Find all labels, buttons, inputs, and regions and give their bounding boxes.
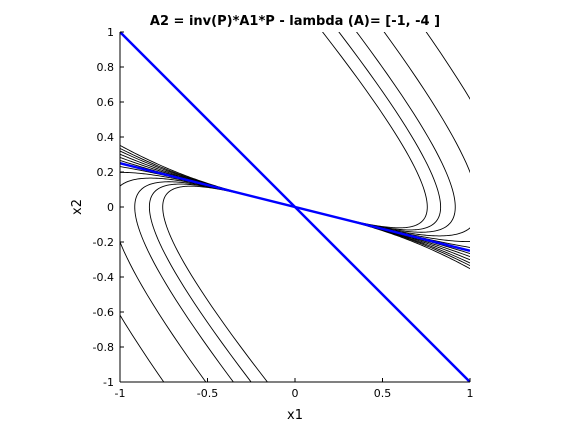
- trajectory-curve-3: [120, 153, 289, 206]
- trajectory-curve-5: [120, 160, 289, 206]
- y-tick-label: -0.4: [93, 271, 114, 284]
- chart-title: A2 = inv(P)*A1*P - lambda (A)= [-1, -4 ]: [150, 14, 440, 29]
- y-tick-label: 0.6: [97, 96, 115, 109]
- y-axis-label: x2: [70, 199, 85, 215]
- x-tick-label: -0.5: [197, 387, 218, 400]
- trajectory-curve-12: [301, 32, 428, 229]
- y-tick-label: -0.8: [93, 341, 114, 354]
- x-axis-label: x1: [287, 408, 303, 423]
- x-tick-label: 0.5: [374, 387, 392, 400]
- eigenvector-line-2: [120, 162, 470, 252]
- x-tick-label: 0: [292, 387, 299, 400]
- y-tick-label: -0.6: [93, 306, 114, 319]
- trajectory-curve-1: [120, 147, 289, 206]
- eigenvector-lines: [120, 32, 470, 382]
- y-tick-label: 1: [107, 26, 114, 39]
- trajectory-curve-4: [120, 156, 289, 206]
- trajectory-curve-9: [134, 181, 289, 382]
- y-tick-label: 0.8: [97, 61, 115, 74]
- trajectory-curve-15: [301, 32, 470, 237]
- trajectory-curve-0: [120, 144, 289, 206]
- x-tick-label: -1: [115, 387, 126, 400]
- axes: -1 -0.5 0 0.5 1 -1 -0.8 -0.6 -0.4 -0.2 0 0.2 0.4 0.6 0…: [93, 26, 474, 400]
- y-tick-label: 0: [107, 201, 114, 214]
- y-tick-label: -1: [103, 376, 114, 389]
- trajectory-curve-14: [301, 32, 456, 233]
- trajectory-curve-7: [120, 171, 289, 382]
- y-tick-label: 0.2: [97, 166, 115, 179]
- trajectory-curve-17: [301, 208, 470, 248]
- trajectory-curve-2: [120, 150, 289, 206]
- trajectory-curve-16: [301, 32, 470, 243]
- y-tick-label: -0.2: [93, 236, 114, 249]
- x-tick-label: 1: [467, 387, 474, 400]
- y-tick-label: 0.4: [97, 131, 115, 144]
